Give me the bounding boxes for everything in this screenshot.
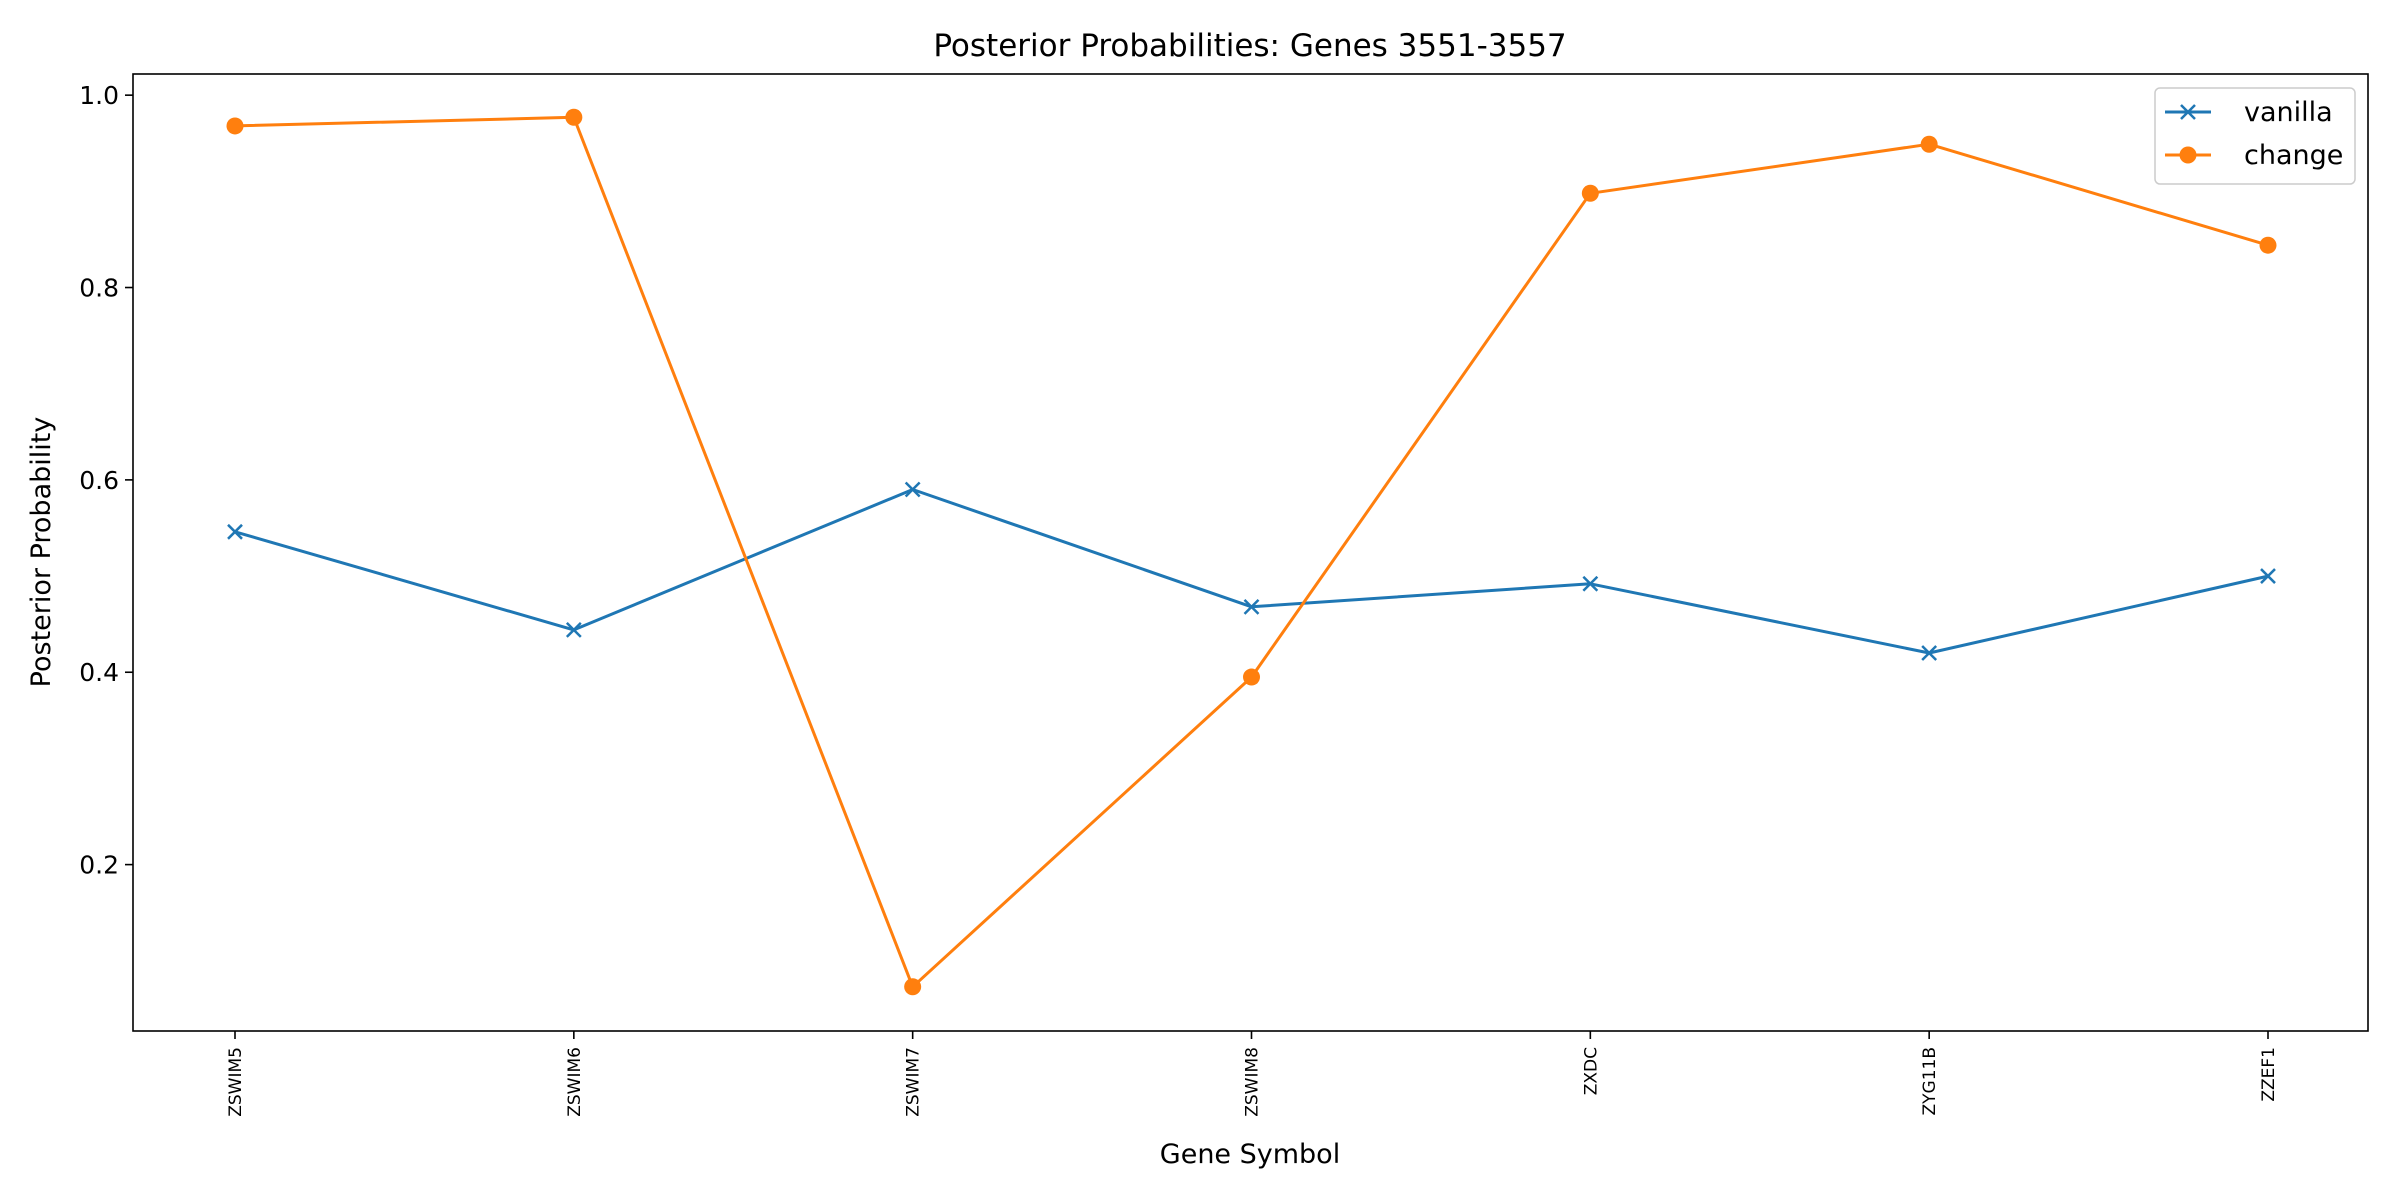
data-point-change-1 xyxy=(565,108,583,126)
legend-marker-vanilla xyxy=(2180,104,2196,120)
y-tick-label: 0.4 xyxy=(79,658,119,687)
x-tick-label: ZSWIM7 xyxy=(904,1047,924,1117)
y-tick-label: 1.0 xyxy=(79,81,119,110)
data-point-change-5 xyxy=(1920,135,1938,153)
data-point-vanilla-0 xyxy=(227,523,243,540)
legend-label-vanilla: vanilla xyxy=(2244,97,2333,128)
data-point-change-6 xyxy=(2259,236,2277,254)
legend: vanilla change xyxy=(2154,87,2356,185)
plot-frame xyxy=(132,73,2369,1032)
data-point-vanilla-6 xyxy=(2260,568,2276,584)
data-point-vanilla-4 xyxy=(1582,575,1599,592)
x-tick-label: ZYG11B xyxy=(1920,1047,1940,1116)
x-tick-label: ZXDC xyxy=(1581,1047,1601,1095)
x-tick-label: ZZEF1 xyxy=(2259,1047,2279,1102)
y-tick-label: 0.2 xyxy=(79,851,119,880)
x-tick-label: ZSWIM5 xyxy=(226,1047,246,1117)
x-tick-label: ZSWIM8 xyxy=(1243,1047,1263,1117)
axes: 0.2 0.4 0.6 0.8 1.0 ZSWIM5 ZSWIM6 ZSWIM7 ZSWIM8 Z… xyxy=(79,81,2279,1117)
plot-area xyxy=(226,108,2277,996)
data-point-vanilla-1 xyxy=(565,622,582,638)
data-point-vanilla-3 xyxy=(1243,598,1260,615)
x-axis-label: Gene Symbol xyxy=(1160,1139,1340,1170)
data-point-change-2 xyxy=(904,978,922,996)
data-point-vanilla-5 xyxy=(1921,645,1938,661)
data-point-change-3 xyxy=(1243,668,1260,686)
y-tick-label: 0.6 xyxy=(79,466,119,495)
data-point-vanilla-2 xyxy=(904,481,921,498)
data-point-change-4 xyxy=(1581,184,1599,202)
legend-marker-change xyxy=(2179,146,2197,164)
chart-title: Posterior Probabilities: Genes 3551-3557 xyxy=(933,28,1566,64)
y-tick-label: 0.8 xyxy=(79,274,119,303)
y-axis-label: Posterior Probability xyxy=(26,417,57,688)
data-point-change-0 xyxy=(226,117,244,135)
legend-label-change: change xyxy=(2244,140,2343,171)
x-tick-label: ZSWIM6 xyxy=(565,1047,585,1117)
